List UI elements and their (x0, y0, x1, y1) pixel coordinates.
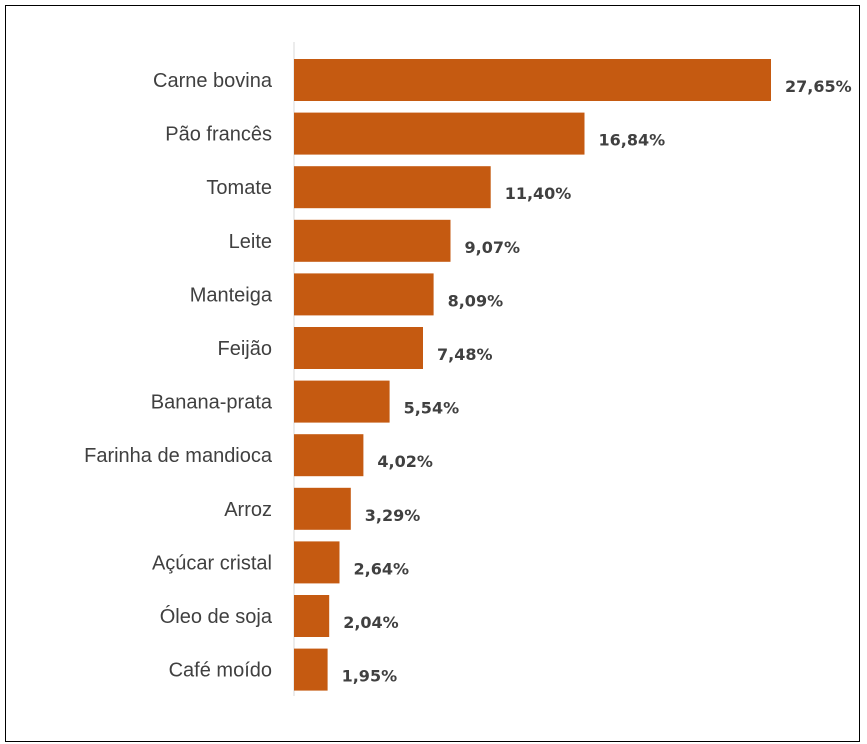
category-label: Feijão (218, 338, 272, 360)
value-label: 16,84% (599, 131, 666, 150)
value-label: 27,65% (785, 77, 852, 96)
value-label: 3,29% (365, 506, 421, 525)
value-label: 7,48% (437, 345, 493, 364)
bar-5 (294, 327, 423, 369)
category-label: Tomate (206, 177, 272, 199)
value-label: 2,04% (343, 613, 399, 632)
value-label: 8,09% (448, 291, 504, 310)
category-label: Arroz (224, 499, 272, 521)
value-label: 9,07% (465, 238, 521, 257)
value-label: 4,02% (377, 452, 433, 471)
bar-1 (294, 113, 585, 155)
category-label: Pão francês (165, 124, 272, 146)
category-label: Farinha de mandioca (84, 445, 273, 467)
category-label: Manteiga (190, 284, 273, 306)
bar-4 (294, 273, 434, 315)
bar-11 (294, 649, 328, 691)
bar-chart: Carne bovina 27,65% Pão francês 16,84% Tomat… (6, 6, 861, 743)
category-label: Carne bovina (153, 70, 273, 92)
category-label: Açúcar cristal (152, 552, 272, 574)
bar-2 (294, 166, 491, 208)
value-label: 1,95% (342, 667, 398, 686)
category-label: Leite (229, 231, 272, 253)
bar-0 (294, 59, 771, 101)
chart-frame: Carne bovina 27,65% Pão francês 16,84% Tomat… (5, 5, 860, 742)
bar-6 (294, 381, 390, 423)
category-label: Café moído (169, 660, 272, 682)
bar-3 (294, 220, 451, 262)
bar-9 (294, 541, 340, 583)
bar-7 (294, 434, 363, 476)
value-label: 2,64% (354, 559, 410, 578)
value-label: 5,54% (404, 399, 460, 418)
bar-10 (294, 595, 329, 637)
bar-8 (294, 488, 351, 530)
category-label: Óleo de soja (160, 605, 273, 628)
value-label: 11,40% (505, 184, 572, 203)
category-label: Banana-prata (151, 392, 273, 414)
